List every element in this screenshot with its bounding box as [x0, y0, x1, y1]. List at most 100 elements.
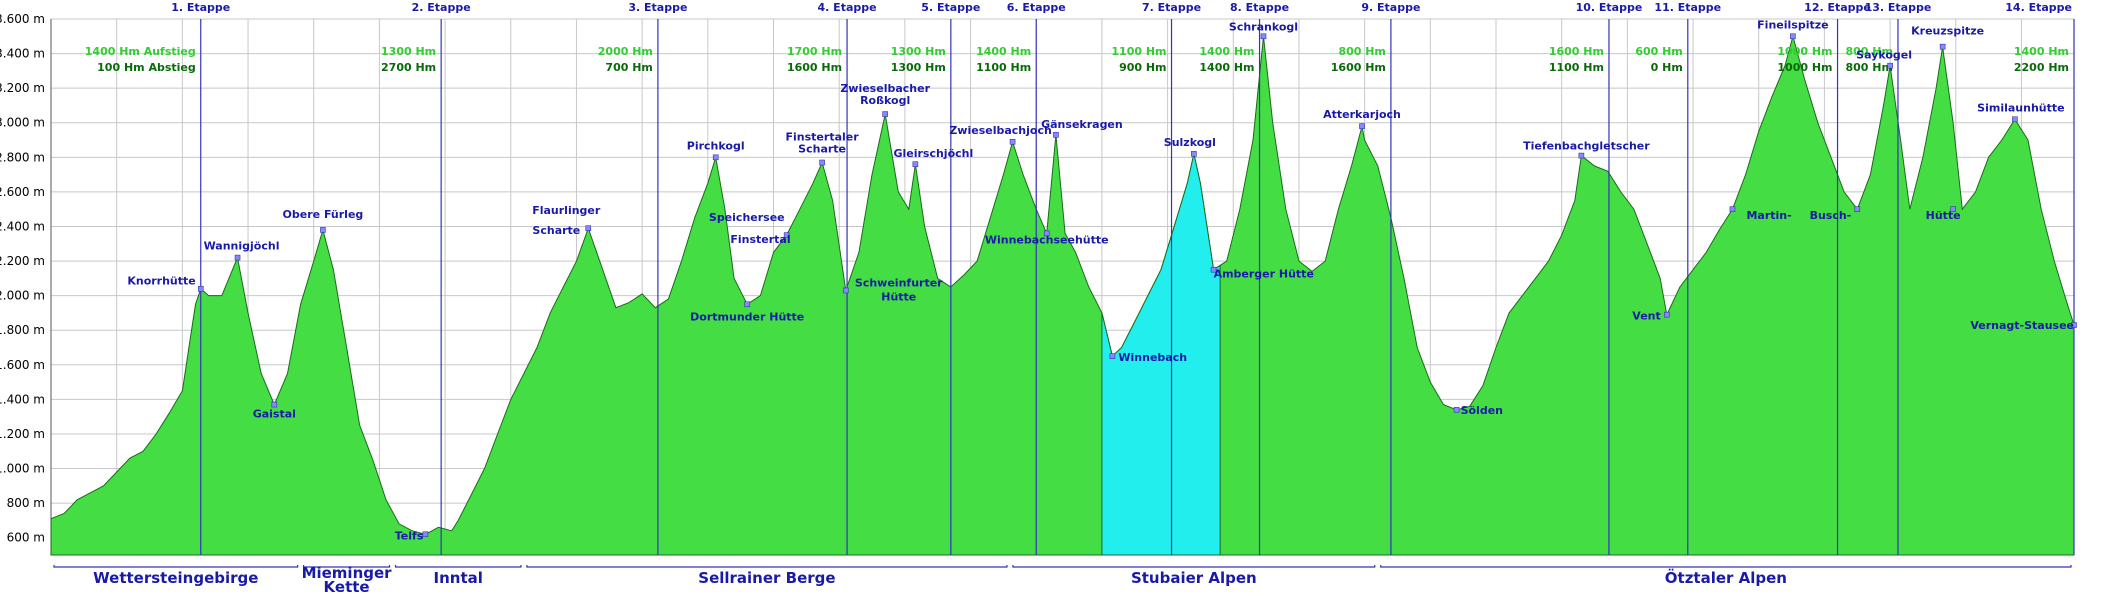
place-marker: [912, 161, 919, 168]
place-label: Martin-: [1746, 209, 1791, 222]
place-marker: [1578, 152, 1585, 159]
y-tick-label: 3.400 m: [0, 47, 45, 61]
place-label: Hütte: [1926, 209, 1961, 222]
stage-label: 2. Etappe: [412, 1, 471, 14]
place-marker: [1260, 33, 1267, 40]
place-label: Finstertaler: [786, 131, 860, 144]
stage-ascent: 1300 Hm: [381, 45, 436, 58]
place-label: Winnebach: [1118, 351, 1187, 364]
place-marker: [744, 301, 751, 308]
stage-ascent: 800 Hm: [1846, 45, 1893, 58]
place-label: Zwieselbachjoch: [949, 124, 1051, 137]
region-bracket: [302, 565, 391, 568]
region-bracket: [1380, 565, 2072, 568]
place-marker: [1887, 62, 1893, 69]
region-bracket: [1012, 565, 1376, 568]
place-marker: [1109, 353, 1116, 359]
place-label: Wannigjöchl: [204, 240, 280, 253]
stage-ascent: 1700 Hm: [787, 45, 842, 58]
stage-label: 12. Etappe: [1804, 1, 1871, 14]
place-label: Obere Fürleg: [283, 208, 364, 221]
stage-label: 1. Etappe: [171, 1, 230, 14]
elevation-area: [50, 34, 2075, 556]
stage-descent: 1600 Hm: [1331, 61, 1386, 74]
place-marker: [1939, 43, 1946, 50]
stage-label: 4. Etappe: [818, 1, 877, 14]
place-marker: [271, 401, 278, 408]
stage-ascent: 1100 Hm: [1111, 45, 1166, 58]
place-label: Fineilspitze: [1757, 18, 1828, 31]
place-label: Gänsekragen: [1041, 118, 1123, 131]
stage-label: 8. Etappe: [1230, 1, 1289, 14]
profile-areas: [50, 34, 2075, 556]
place-marker: [1854, 206, 1861, 212]
region-label: Stubaier Alpen: [1131, 569, 1257, 587]
y-tick-label: 2.000 m: [0, 289, 45, 303]
place-marker: [1950, 206, 1956, 212]
stage-lines: [200, 19, 2075, 555]
stage-label: 9. Etappe: [1361, 1, 1420, 14]
place-marker: [197, 285, 204, 292]
place-label: Gaistal: [253, 408, 296, 421]
place-label: Winnebachseehütte: [985, 233, 1109, 246]
place-label: Scharte: [532, 224, 580, 237]
y-tick-label: 1.400 m: [0, 392, 45, 406]
y-tick-label: 1.200 m: [0, 427, 45, 441]
stage-ascent: 800 Hm: [1338, 45, 1385, 58]
stage-descent: 900 Hm: [1119, 61, 1166, 74]
stage-descent: 1100 Hm: [976, 61, 1031, 74]
place-marker: [234, 254, 241, 261]
place-label: Flaurlinger: [532, 204, 601, 217]
stage-descent: 1600 Hm: [787, 61, 842, 74]
stage-descent: 0 Hm: [1651, 61, 1683, 74]
place-marker: [1453, 406, 1460, 413]
place-label: Gleirschjöchl: [893, 147, 973, 160]
stage-label: 11. Etappe: [1654, 1, 1721, 14]
place-marker: [1053, 132, 1059, 138]
place-marker: [422, 531, 429, 538]
stage-descent: 700 Hm: [605, 61, 652, 74]
place-label: Vent: [1632, 310, 1660, 323]
place-label: Knorrhütte: [127, 275, 195, 288]
place-marker: [842, 287, 849, 294]
place-label: Schweinfurter: [855, 276, 943, 289]
y-tick-label: 2.200 m: [0, 254, 45, 268]
stage-ascent: 1300 Hm: [891, 45, 946, 58]
place-label: Scharte: [798, 143, 846, 156]
place-marker: [1191, 151, 1197, 157]
y-tick-label: 800 m: [7, 496, 45, 510]
place-marker: [882, 111, 888, 117]
place-marker: [2071, 322, 2077, 328]
place-label: Kreuzspitze: [1911, 25, 1984, 38]
region-bracket: [394, 565, 522, 568]
place-marker: [1663, 311, 1670, 318]
place-marker: [1043, 230, 1050, 237]
place-label: Dortmunder Hütte: [690, 310, 804, 323]
place-label: Roßkogl: [860, 94, 910, 107]
stage-label: 14. Etappe: [2005, 1, 2072, 14]
y-tick-label: 2.400 m: [0, 219, 45, 233]
stage-descent: 1400 Hm: [1199, 61, 1254, 74]
stage-ascent: 1400 Hm: [2014, 45, 2069, 58]
place-marker: [1210, 266, 1217, 273]
y-tick-label: 2.600 m: [0, 185, 45, 199]
place-marker: [2012, 116, 2018, 123]
y-axis-ticks: 600 m 800 m 1.000 m 1.200 m 1.400 m 1.600 m 1.…: [0, 12, 45, 545]
place-marker: [1790, 33, 1796, 40]
stage-label: 6. Etappe: [1007, 1, 1066, 14]
y-tick-label: 1.000 m: [0, 462, 45, 476]
place-marker: [819, 159, 825, 166]
stage-descent: 800 Hm: [1846, 61, 1893, 74]
y-tick-label: 3.600 m: [0, 12, 45, 26]
place-marker: [1009, 138, 1016, 145]
place-label: Hütte: [881, 290, 916, 303]
region-label-line2: Kette: [324, 578, 370, 592]
region-label: Wettersteingebirge: [93, 569, 258, 587]
place-label: Tiefenbachgletscher: [1523, 140, 1650, 153]
place-marker: [585, 225, 592, 232]
stage-ascent: 2000 Hm: [598, 45, 653, 58]
stage-label: 13. Etappe: [1865, 1, 1932, 14]
